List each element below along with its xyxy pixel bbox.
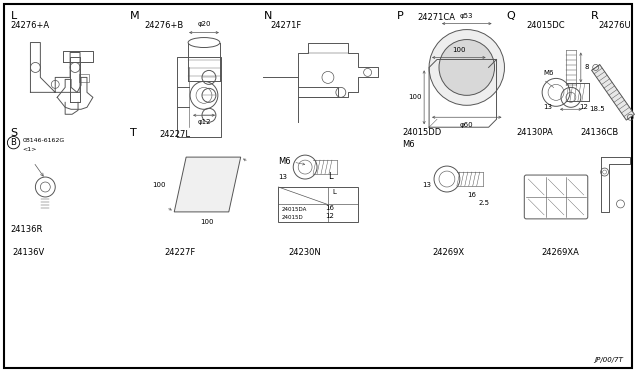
Text: R: R (591, 11, 598, 21)
Text: φ53: φ53 (460, 13, 474, 19)
Text: 24271CA: 24271CA (417, 13, 455, 22)
Text: 100: 100 (200, 219, 214, 225)
Text: 24130PA: 24130PA (516, 128, 553, 137)
Text: 24136V: 24136V (13, 248, 45, 257)
Text: M: M (130, 11, 140, 21)
Text: 24136CB: 24136CB (581, 128, 619, 137)
Circle shape (439, 39, 495, 95)
Text: <1>: <1> (22, 147, 37, 152)
Text: 24276U: 24276U (598, 20, 631, 30)
Text: 13: 13 (543, 104, 552, 110)
Text: 100: 100 (452, 46, 465, 52)
Text: M6: M6 (403, 140, 415, 149)
Circle shape (429, 30, 504, 105)
Text: T: T (130, 128, 136, 138)
Text: φ12: φ12 (197, 119, 211, 125)
Text: L: L (11, 11, 17, 21)
Text: 24276+A: 24276+A (11, 20, 50, 30)
Text: M6: M6 (278, 157, 291, 166)
Text: 24136R: 24136R (11, 225, 43, 234)
Text: 24015DD: 24015DD (403, 128, 442, 137)
Text: 24015DA: 24015DA (282, 207, 307, 212)
Text: L: L (332, 189, 336, 195)
Text: 24227L: 24227L (159, 130, 190, 139)
Text: 24269XA: 24269XA (541, 248, 579, 257)
Text: 24276+B: 24276+B (145, 20, 184, 30)
Polygon shape (591, 65, 634, 120)
Text: 12: 12 (326, 213, 334, 219)
Text: 100: 100 (408, 94, 422, 100)
Text: 16: 16 (325, 205, 335, 211)
Text: 100: 100 (152, 182, 166, 188)
Text: S: S (11, 128, 18, 138)
Text: B: B (11, 138, 17, 147)
Text: 16: 16 (467, 192, 476, 198)
Text: 24230N: 24230N (288, 248, 321, 257)
Text: 12: 12 (579, 104, 588, 110)
Text: Q: Q (506, 11, 515, 21)
Text: 24015D: 24015D (282, 215, 303, 220)
Text: P: P (397, 11, 404, 21)
Text: 2.5: 2.5 (479, 200, 490, 206)
Text: N: N (264, 11, 272, 21)
Text: L: L (328, 172, 333, 181)
Text: φ60: φ60 (460, 122, 474, 128)
Polygon shape (174, 157, 241, 212)
Text: 24271F: 24271F (271, 20, 301, 30)
Text: φ20: φ20 (197, 20, 211, 27)
Text: 24227F: 24227F (164, 248, 196, 257)
Bar (278, 187, 358, 222)
Text: 24015DC: 24015DC (526, 20, 565, 30)
Text: 24269X: 24269X (432, 248, 464, 257)
Text: JP/00/7T: JP/00/7T (595, 357, 623, 363)
Bar (79, 74, 89, 82)
Text: 13: 13 (278, 174, 287, 180)
Text: 8: 8 (585, 64, 589, 70)
Text: 18.5: 18.5 (589, 106, 604, 112)
Text: 13: 13 (422, 182, 431, 188)
Text: M6: M6 (543, 70, 554, 76)
Text: 08146-6162G: 08146-6162G (22, 138, 65, 143)
